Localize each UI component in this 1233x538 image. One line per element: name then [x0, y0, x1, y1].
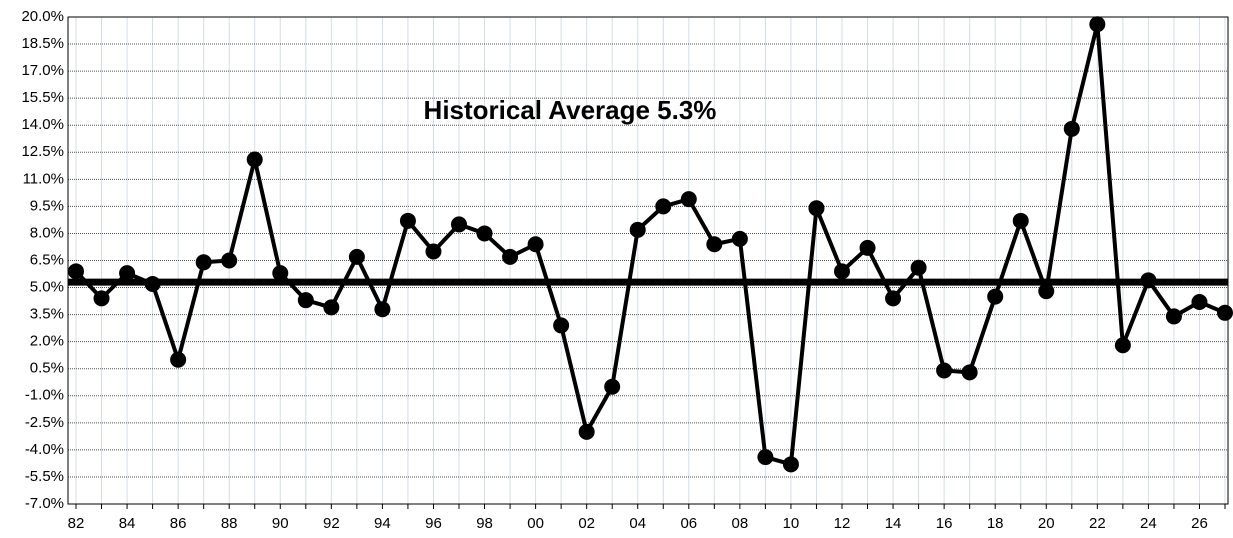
- data-point: [604, 378, 621, 395]
- data-point: [859, 239, 876, 256]
- x-tick-label: 22: [1089, 515, 1106, 532]
- data-point: [476, 225, 493, 242]
- data-point: [680, 191, 697, 208]
- data-point: [987, 288, 1004, 305]
- x-tick-label: 14: [885, 515, 902, 532]
- data-point: [1217, 304, 1233, 321]
- y-tick-label: 18.5%: [21, 35, 64, 52]
- x-tick-label: 26: [1191, 515, 1208, 532]
- data-point: [961, 364, 978, 381]
- data-point: [936, 362, 953, 379]
- data-point: [1038, 283, 1055, 300]
- data-point: [119, 265, 136, 282]
- data-point: [297, 292, 314, 309]
- annotation: Historical Average 5.3%: [424, 95, 717, 125]
- data-point: [348, 248, 365, 265]
- data-point: [323, 299, 340, 316]
- data-point: [782, 456, 799, 473]
- data-point: [374, 301, 391, 318]
- data-point: [1012, 212, 1029, 229]
- x-tick-label: 92: [323, 515, 340, 532]
- x-tick-label: 06: [680, 515, 697, 532]
- x-tick-label: 20: [1038, 515, 1055, 532]
- data-point: [399, 212, 416, 229]
- data-point: [68, 263, 84, 280]
- y-tick-label: -7.0%: [25, 495, 64, 512]
- y-tick-label: -5.5%: [25, 468, 64, 485]
- x-tick-label: 96: [425, 515, 442, 532]
- data-point: [1063, 120, 1080, 137]
- x-tick-label: 16: [936, 515, 953, 532]
- x-tick-label: 08: [732, 515, 749, 532]
- x-tick-label: 98: [476, 515, 493, 532]
- data-point: [221, 252, 238, 269]
- y-tick-label: 12.5%: [21, 143, 64, 160]
- data-point: [502, 248, 519, 265]
- x-tick-label: 82: [68, 515, 85, 532]
- x-tick-label: 02: [578, 515, 595, 532]
- y-tick-label: 2.0%: [30, 333, 64, 350]
- x-tick-label: 04: [629, 515, 646, 532]
- x-tick-label: 84: [119, 515, 136, 532]
- data-point: [451, 216, 467, 233]
- data-point: [170, 351, 187, 368]
- y-tick-label: 5.0%: [30, 279, 64, 296]
- data-point: [1089, 16, 1106, 33]
- y-tick-label: -2.5%: [25, 414, 64, 431]
- data-point: [578, 423, 595, 440]
- data-point: [808, 200, 825, 217]
- y-tick-label: 17.0%: [21, 62, 64, 79]
- x-tick-label: 10: [783, 515, 800, 532]
- data-point: [246, 151, 263, 168]
- data-point: [1114, 337, 1131, 354]
- data-point: [93, 290, 110, 307]
- data-line: [74, 22, 1226, 467]
- plot-border: [67, 16, 1229, 505]
- x-tick-label: 88: [221, 515, 238, 532]
- y-tick-label: 14.0%: [21, 116, 64, 133]
- data-point: [272, 265, 289, 282]
- data-point: [553, 317, 570, 334]
- data-point: [834, 263, 850, 280]
- data-point: [1191, 293, 1208, 310]
- data-point: [655, 198, 672, 215]
- data-point: [195, 254, 212, 271]
- y-tick-label: 11.0%: [23, 170, 64, 187]
- x-tick-label: 90: [272, 515, 289, 532]
- data-point: [144, 275, 161, 292]
- y-tick-label: 3.5%: [30, 306, 64, 323]
- y-tick-label: 0.5%: [30, 360, 64, 377]
- x-tick-label: 18: [987, 515, 1004, 532]
- data-point: [910, 259, 927, 276]
- data-point: [527, 236, 544, 253]
- y-tick-label: -1.0%: [25, 387, 64, 404]
- x-tick-label: 12: [834, 515, 851, 532]
- x-tick-label: 86: [170, 515, 187, 532]
- data-point: [1140, 272, 1157, 289]
- data-point: [731, 230, 748, 247]
- y-tick-label: 20.0%: [21, 8, 64, 25]
- x-tick-label: 24: [1140, 515, 1157, 532]
- y-tick-label: 8.0%: [30, 224, 64, 241]
- data-point: [757, 449, 774, 466]
- data-point: [706, 236, 723, 253]
- data-point: [1165, 308, 1182, 325]
- y-tick-label: 15.5%: [21, 89, 64, 106]
- y-tick-label: -4.0%: [25, 441, 64, 458]
- y-tick-label: 6.5%: [30, 251, 64, 268]
- data-point: [885, 290, 902, 307]
- data-point: [629, 221, 646, 238]
- x-tick-label: 94: [374, 515, 391, 532]
- y-tick-label: 9.5%: [30, 197, 64, 214]
- data-point: [425, 243, 442, 260]
- x-tick-label: 00: [527, 515, 544, 532]
